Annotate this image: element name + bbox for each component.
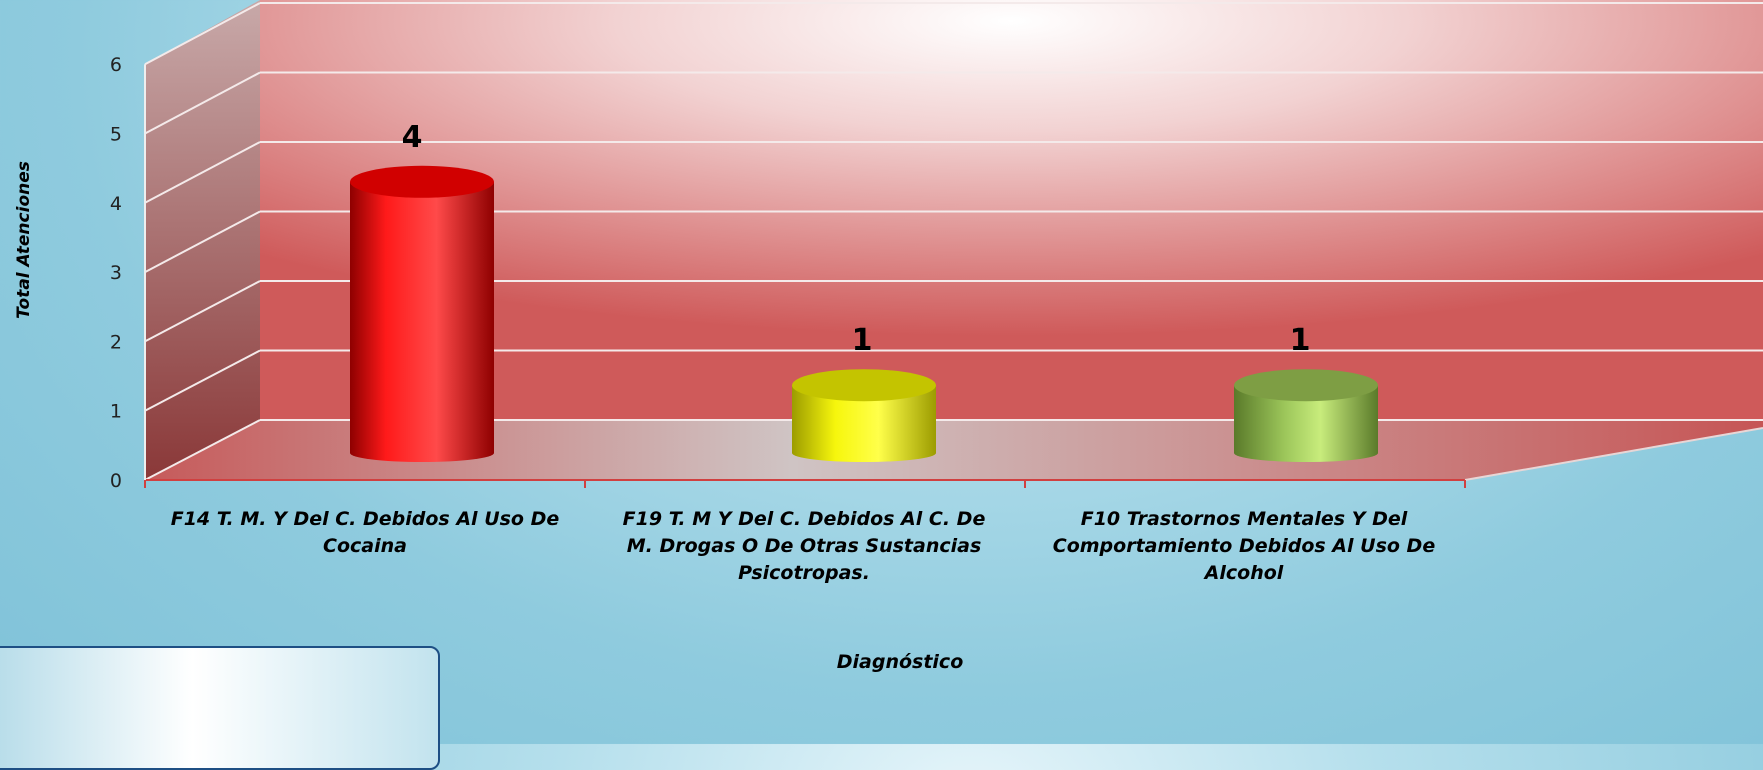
bar-body xyxy=(792,385,936,462)
category-label-3: F10 Trastornos Mentales Y Del Comportami… xyxy=(1052,508,1436,584)
gridline-side xyxy=(144,2,261,66)
y-axis-label: Total Atenciones xyxy=(14,161,34,319)
y-tick-label: 6 xyxy=(110,54,122,76)
chart-plot: 0 1 2 3 4 5 6 4 1 1 xyxy=(110,0,1763,492)
bar-top xyxy=(792,369,936,402)
data-label-2: 1 xyxy=(852,323,873,358)
bar-top xyxy=(350,165,494,198)
gridline-side xyxy=(144,280,261,343)
gridline-side xyxy=(144,71,261,135)
gridline-side xyxy=(144,141,261,204)
gridline-side xyxy=(144,419,261,481)
data-label-3: 1 xyxy=(1290,323,1311,358)
bar-body xyxy=(1234,385,1378,462)
y-tick-label: 0 xyxy=(110,470,122,492)
side-wall xyxy=(145,0,260,480)
bar-1 xyxy=(350,165,494,463)
bar-top xyxy=(1234,369,1378,402)
y-tick-label: 2 xyxy=(110,331,122,353)
legend-box xyxy=(0,646,440,770)
category-label-2: F19 T. M Y Del C. Debidos Al C. De M. Dr… xyxy=(622,508,986,584)
bar-2 xyxy=(792,369,936,462)
gridline-side xyxy=(144,349,261,412)
gridline-side xyxy=(144,210,261,273)
y-tick-label: 3 xyxy=(110,262,122,284)
data-label-1: 4 xyxy=(402,120,423,155)
x-axis-label: Diagnóstico xyxy=(836,651,964,673)
y-tick-label: 5 xyxy=(110,124,122,146)
bar-body xyxy=(350,181,494,463)
bar-3 xyxy=(1234,369,1378,462)
category-label-1: F14 T. M. Y Del C. Debidos Al Uso De Coc… xyxy=(170,508,560,557)
y-tick-label: 4 xyxy=(110,193,122,215)
y-tick-label: 1 xyxy=(110,401,122,423)
floor-edge xyxy=(1464,427,1763,481)
